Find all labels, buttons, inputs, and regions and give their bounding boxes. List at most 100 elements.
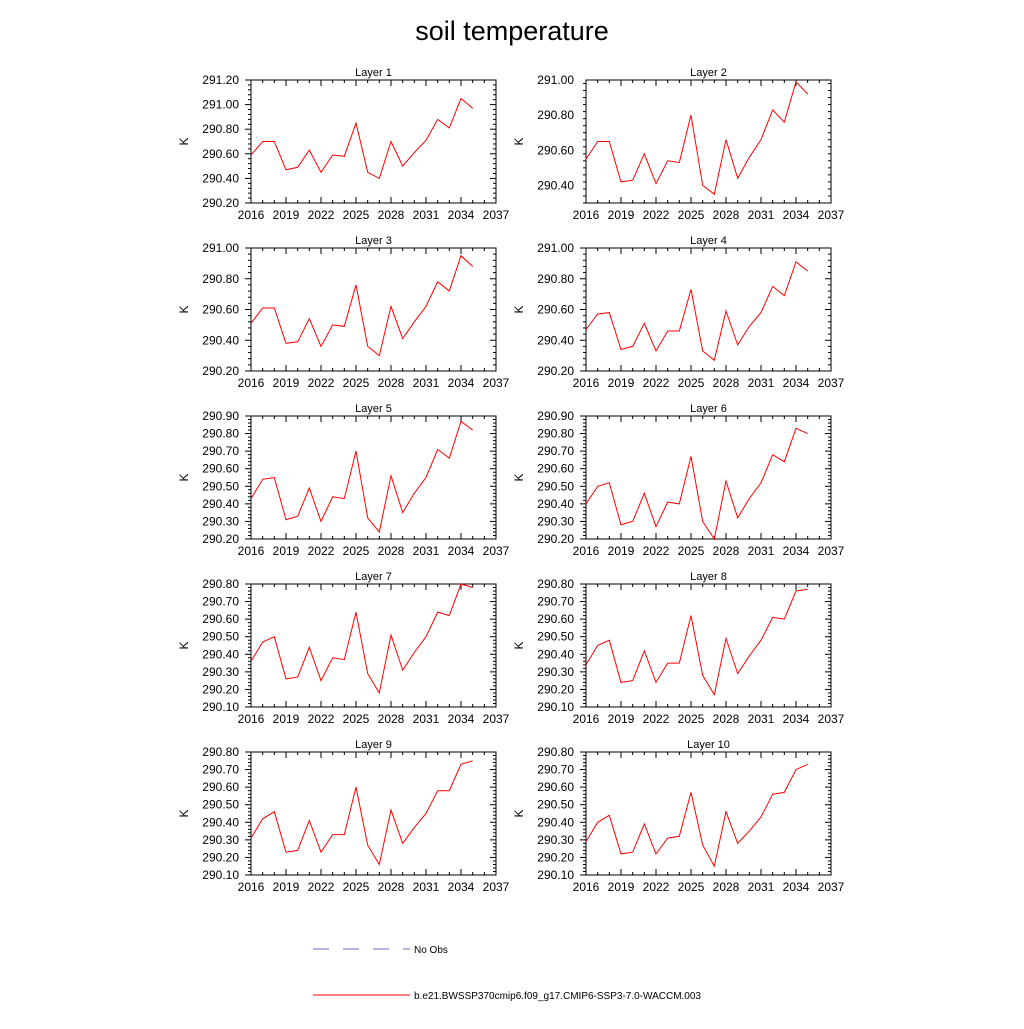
x-tick-label: 2025	[343, 208, 370, 222]
y-tick-label: 290.20	[537, 364, 574, 378]
y-tick-label: 291.00	[202, 241, 239, 255]
x-tick-label: 2025	[343, 544, 370, 558]
y-tick-label: 290.10	[537, 868, 574, 882]
y-tick-label: 290.70	[537, 444, 574, 458]
panel-layer-4: Layer 4 K 2016 2019 2022 2025 2028 2031 2034 2037…	[512, 235, 845, 390]
x-tick-label: 2031	[413, 376, 440, 390]
x-tick-label: 2022	[308, 712, 335, 726]
x-tick-label: 2019	[608, 544, 635, 558]
y-tick-label: 290.20	[202, 196, 239, 210]
y-tick-label: 291.00	[537, 73, 574, 87]
x-tick-label: 2034	[448, 208, 475, 222]
x-tick-label: 2031	[748, 880, 775, 894]
y-tick-label: 290.80	[537, 745, 574, 759]
panel-layer-6: Layer 6 K 2016 2019 2022 2025 2028 2031 2034 2037…	[512, 403, 845, 558]
x-tick-label: 2037	[818, 712, 845, 726]
x-tick-label: 2034	[783, 712, 810, 726]
x-tick-label: 2019	[608, 208, 635, 222]
y-tick-label: 290.80	[202, 577, 239, 591]
x-tick-label: 2037	[818, 544, 845, 558]
x-tick-label: 2016	[238, 544, 265, 558]
x-tick-label: 2037	[483, 208, 510, 222]
x-tick-label: 2019	[273, 208, 300, 222]
y-tick-label: 290.10	[202, 700, 239, 714]
y-tick-label: 290.10	[202, 868, 239, 882]
panel-title: Layer 6	[690, 403, 727, 415]
x-tick-label: 2037	[483, 712, 510, 726]
series-line	[250, 760, 473, 866]
y-axis-label: K	[512, 809, 526, 817]
panel-title: Layer 4	[690, 235, 727, 247]
y-tick-label: 290.30	[202, 665, 239, 679]
y-tick-label: 290.80	[202, 272, 239, 286]
x-tick-label: 2037	[483, 544, 510, 558]
y-axis-label: K	[177, 137, 191, 145]
y-tick-label: 290.80	[202, 427, 239, 441]
y-tick-label: 290.60	[202, 612, 239, 626]
panel-layer-7: Layer 7 K 2016 2019 2022 2025 2028 2031 2034 2037…	[177, 571, 510, 726]
y-tick-label: 291.00	[202, 98, 239, 112]
y-tick-label: 290.30	[202, 514, 239, 528]
x-tick-label: 2037	[818, 208, 845, 222]
y-tick-label: 290.40	[537, 497, 574, 511]
y-tick-label: 290.70	[202, 444, 239, 458]
x-tick-label: 2028	[378, 712, 405, 726]
x-tick-label: 2016	[573, 208, 600, 222]
x-tick-label: 2025	[343, 376, 370, 390]
series-line	[250, 254, 474, 357]
plot-frame	[250, 583, 497, 708]
x-tick-label: 2031	[748, 208, 775, 222]
y-tick-label: 290.70	[202, 595, 239, 609]
y-axis-label: K	[512, 641, 526, 649]
x-tick-label: 2034	[783, 880, 810, 894]
y-tick-label: 290.60	[202, 147, 239, 161]
panel-layer-5: Layer 5 K 2016 2019 2022 2025 2028 2031 2034 2037…	[177, 403, 510, 558]
figure-title: soil temperature	[415, 16, 609, 46]
y-tick-label: 290.50	[537, 630, 574, 644]
x-tick-label: 2016	[238, 208, 265, 222]
panel-layer-10: Layer 10 K 2016 2019 2022 2025 2028 2031 2034 203…	[512, 739, 845, 894]
panel-layer-1: Layer 1 K 2016 2019 2022 2025 2028 2031 2034 2037…	[177, 67, 510, 222]
x-tick-label: 2025	[678, 376, 705, 390]
plot-frame	[250, 751, 497, 876]
x-tick-label: 2028	[713, 712, 740, 726]
x-tick-label: 2022	[308, 544, 335, 558]
y-tick-label: 290.40	[202, 497, 239, 511]
panel-title: Layer 10	[687, 739, 730, 751]
x-tick-label: 2019	[273, 544, 300, 558]
x-tick-label: 2028	[713, 208, 740, 222]
y-tick-label: 290.60	[537, 462, 574, 476]
x-tick-label: 2028	[378, 208, 405, 222]
y-tick-label: 291.20	[202, 73, 239, 87]
x-tick-label: 2031	[413, 208, 440, 222]
x-tick-label: 2025	[343, 880, 370, 894]
x-tick-label: 2022	[643, 376, 670, 390]
panel-title: Layer 3	[355, 235, 392, 247]
x-tick-label: 2019	[273, 712, 300, 726]
legend-model-label: b.e21.BWSSP370cmip6.f09_g17.CMIP6-SSP3-7…	[414, 991, 701, 1002]
panel-layer-3: Layer 3 K 2016 2019 2022 2025 2028 2031 2034 2037…	[177, 235, 510, 390]
plot-frame	[585, 751, 832, 876]
y-tick-label: 290.60	[202, 303, 239, 317]
y-tick-label: 290.60	[202, 780, 239, 794]
plot-frame	[250, 247, 497, 372]
y-tick-label: 290.40	[537, 178, 574, 192]
y-tick-label: 290.70	[537, 763, 574, 777]
series-line	[585, 260, 809, 362]
panel-title: Layer 5	[355, 403, 392, 415]
plot-frame	[250, 79, 497, 204]
plot-frame	[585, 415, 832, 540]
x-tick-label: 2037	[483, 376, 510, 390]
series-line	[585, 763, 808, 868]
x-tick-label: 2016	[238, 376, 265, 390]
plot-frame	[585, 79, 832, 204]
panel-layer-2: Layer 2 K 2016 2019 2022 2025 2028 2031 2034 2037…	[512, 67, 845, 222]
y-axis-label: K	[512, 137, 526, 145]
x-tick-label: 2031	[748, 376, 775, 390]
y-tick-label: 290.60	[537, 143, 574, 157]
series-line	[585, 80, 809, 196]
y-tick-label: 291.00	[537, 241, 574, 255]
series-line	[250, 420, 474, 534]
x-tick-label: 2028	[378, 880, 405, 894]
y-tick-label: 290.50	[537, 798, 574, 812]
